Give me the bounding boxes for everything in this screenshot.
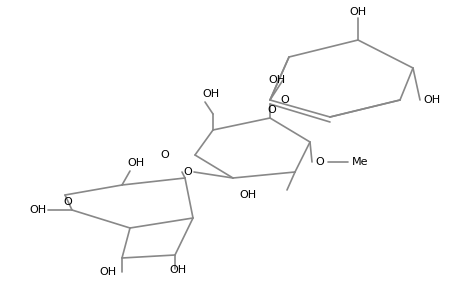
- Text: O: O: [280, 95, 289, 105]
- Text: OH: OH: [423, 95, 440, 105]
- Text: OH: OH: [127, 158, 144, 168]
- Text: OH: OH: [99, 267, 116, 277]
- Text: OH: OH: [29, 205, 46, 215]
- Text: O: O: [183, 167, 192, 177]
- Text: O: O: [160, 150, 169, 160]
- Text: Me: Me: [351, 157, 368, 167]
- Text: O: O: [267, 105, 276, 115]
- Text: OH: OH: [239, 190, 256, 200]
- Text: OH: OH: [268, 75, 285, 85]
- Text: OH: OH: [202, 89, 219, 99]
- Text: OH: OH: [169, 265, 186, 275]
- Text: O: O: [315, 157, 324, 167]
- Text: O: O: [63, 197, 72, 207]
- Text: OH: OH: [349, 7, 366, 17]
